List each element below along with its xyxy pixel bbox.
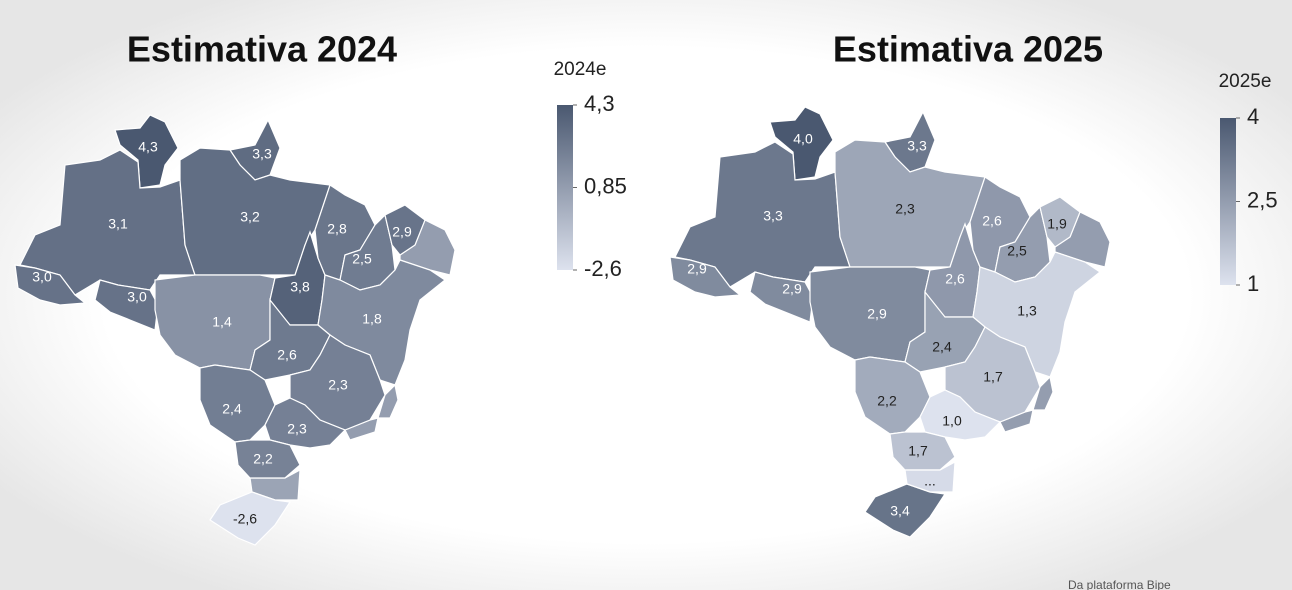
map: 4,0 3,3 3,3 2,3 2,9 2,9 2,9 2,6 2,6 2,5 1,9 1,3 2,4 1…: [669, 106, 1111, 538]
state: [94, 279, 159, 331]
state-label: 2,6: [277, 347, 297, 363]
state-unlabeled: [1032, 375, 1054, 411]
state-label: 1,8: [362, 311, 382, 327]
state-label: 2,4: [932, 339, 952, 355]
state-label: 2,5: [1007, 243, 1027, 259]
state-label: 3,3: [763, 208, 783, 224]
state-label: 1,9: [1047, 216, 1067, 232]
state-label: 3,2: [240, 209, 260, 225]
state: [209, 491, 292, 546]
state: [114, 114, 179, 189]
state: [384, 204, 426, 256]
state-label: ...: [924, 473, 936, 489]
map-title: Estimativa 2025: [833, 29, 1103, 70]
state-label: 2,6: [982, 213, 1002, 229]
state: [1039, 196, 1081, 248]
state: [904, 460, 956, 493]
state-label: 2,3: [287, 421, 307, 437]
state-label: 4,0: [793, 131, 813, 147]
legend-bar: [1220, 118, 1236, 285]
state: [889, 431, 956, 471]
state-label: 1,7: [908, 443, 928, 459]
state-label: 2,8: [327, 221, 347, 237]
state: [749, 271, 814, 323]
state-label: 2,9: [687, 261, 707, 277]
state-label: 3,8: [290, 279, 310, 295]
footer: Da plataforma Bipe: [1068, 578, 1171, 590]
legend-tick-label: 4,3: [584, 91, 615, 116]
legend-title: 2024e: [554, 59, 607, 80]
state-label: 2,2: [877, 393, 897, 409]
state: [234, 439, 301, 479]
state-label: 2,6: [945, 271, 965, 287]
state-label: 2,4: [222, 401, 242, 417]
state: [669, 256, 742, 298]
state-label: 2,9: [392, 224, 412, 240]
map: 4,3 3,3 3,1 3,2 3,0 3,0 1,4 3,8 2,8 2,5 2,9 1,8 2,6 2…: [14, 114, 456, 546]
legend-tick-label: -2,6: [584, 256, 622, 281]
legend-title: 2025e: [1219, 71, 1272, 92]
state-label: 3,1: [108, 216, 128, 232]
state-label: 2,9: [782, 281, 802, 297]
legend-tick-label: 4: [1247, 104, 1259, 129]
state: [14, 264, 87, 306]
state-label: 2,2: [253, 451, 273, 467]
state-label: 2,3: [328, 377, 348, 393]
map-title: Estimativa 2024: [127, 29, 397, 70]
state: [864, 483, 947, 538]
state-label: 4,3: [138, 139, 158, 155]
state-label: 3,3: [252, 146, 272, 162]
state-label: -2,6: [233, 511, 257, 527]
legend-tick-label: 0,85: [584, 173, 627, 198]
state-label: 2,3: [895, 201, 915, 217]
legend-tick-label: 1: [1247, 271, 1259, 296]
state: [769, 106, 834, 181]
legend-tick-label: 2,5: [1247, 187, 1278, 212]
state-unlabeled: [377, 383, 399, 419]
legend-bar: [557, 105, 573, 270]
state-label: 3,4: [890, 503, 910, 519]
state-label: 3,3: [907, 138, 927, 154]
state-label: 1,4: [212, 314, 232, 330]
state: [289, 334, 386, 431]
state-label: 2,9: [867, 306, 887, 322]
state-label: 3,0: [32, 269, 52, 285]
state-label: 1,0: [942, 413, 962, 429]
state-label: 3,0: [127, 289, 147, 305]
state-label: 1,7: [983, 369, 1003, 385]
state-label: 2,5: [352, 251, 372, 267]
state: [944, 326, 1041, 423]
state-label: 1,3: [1017, 303, 1037, 319]
